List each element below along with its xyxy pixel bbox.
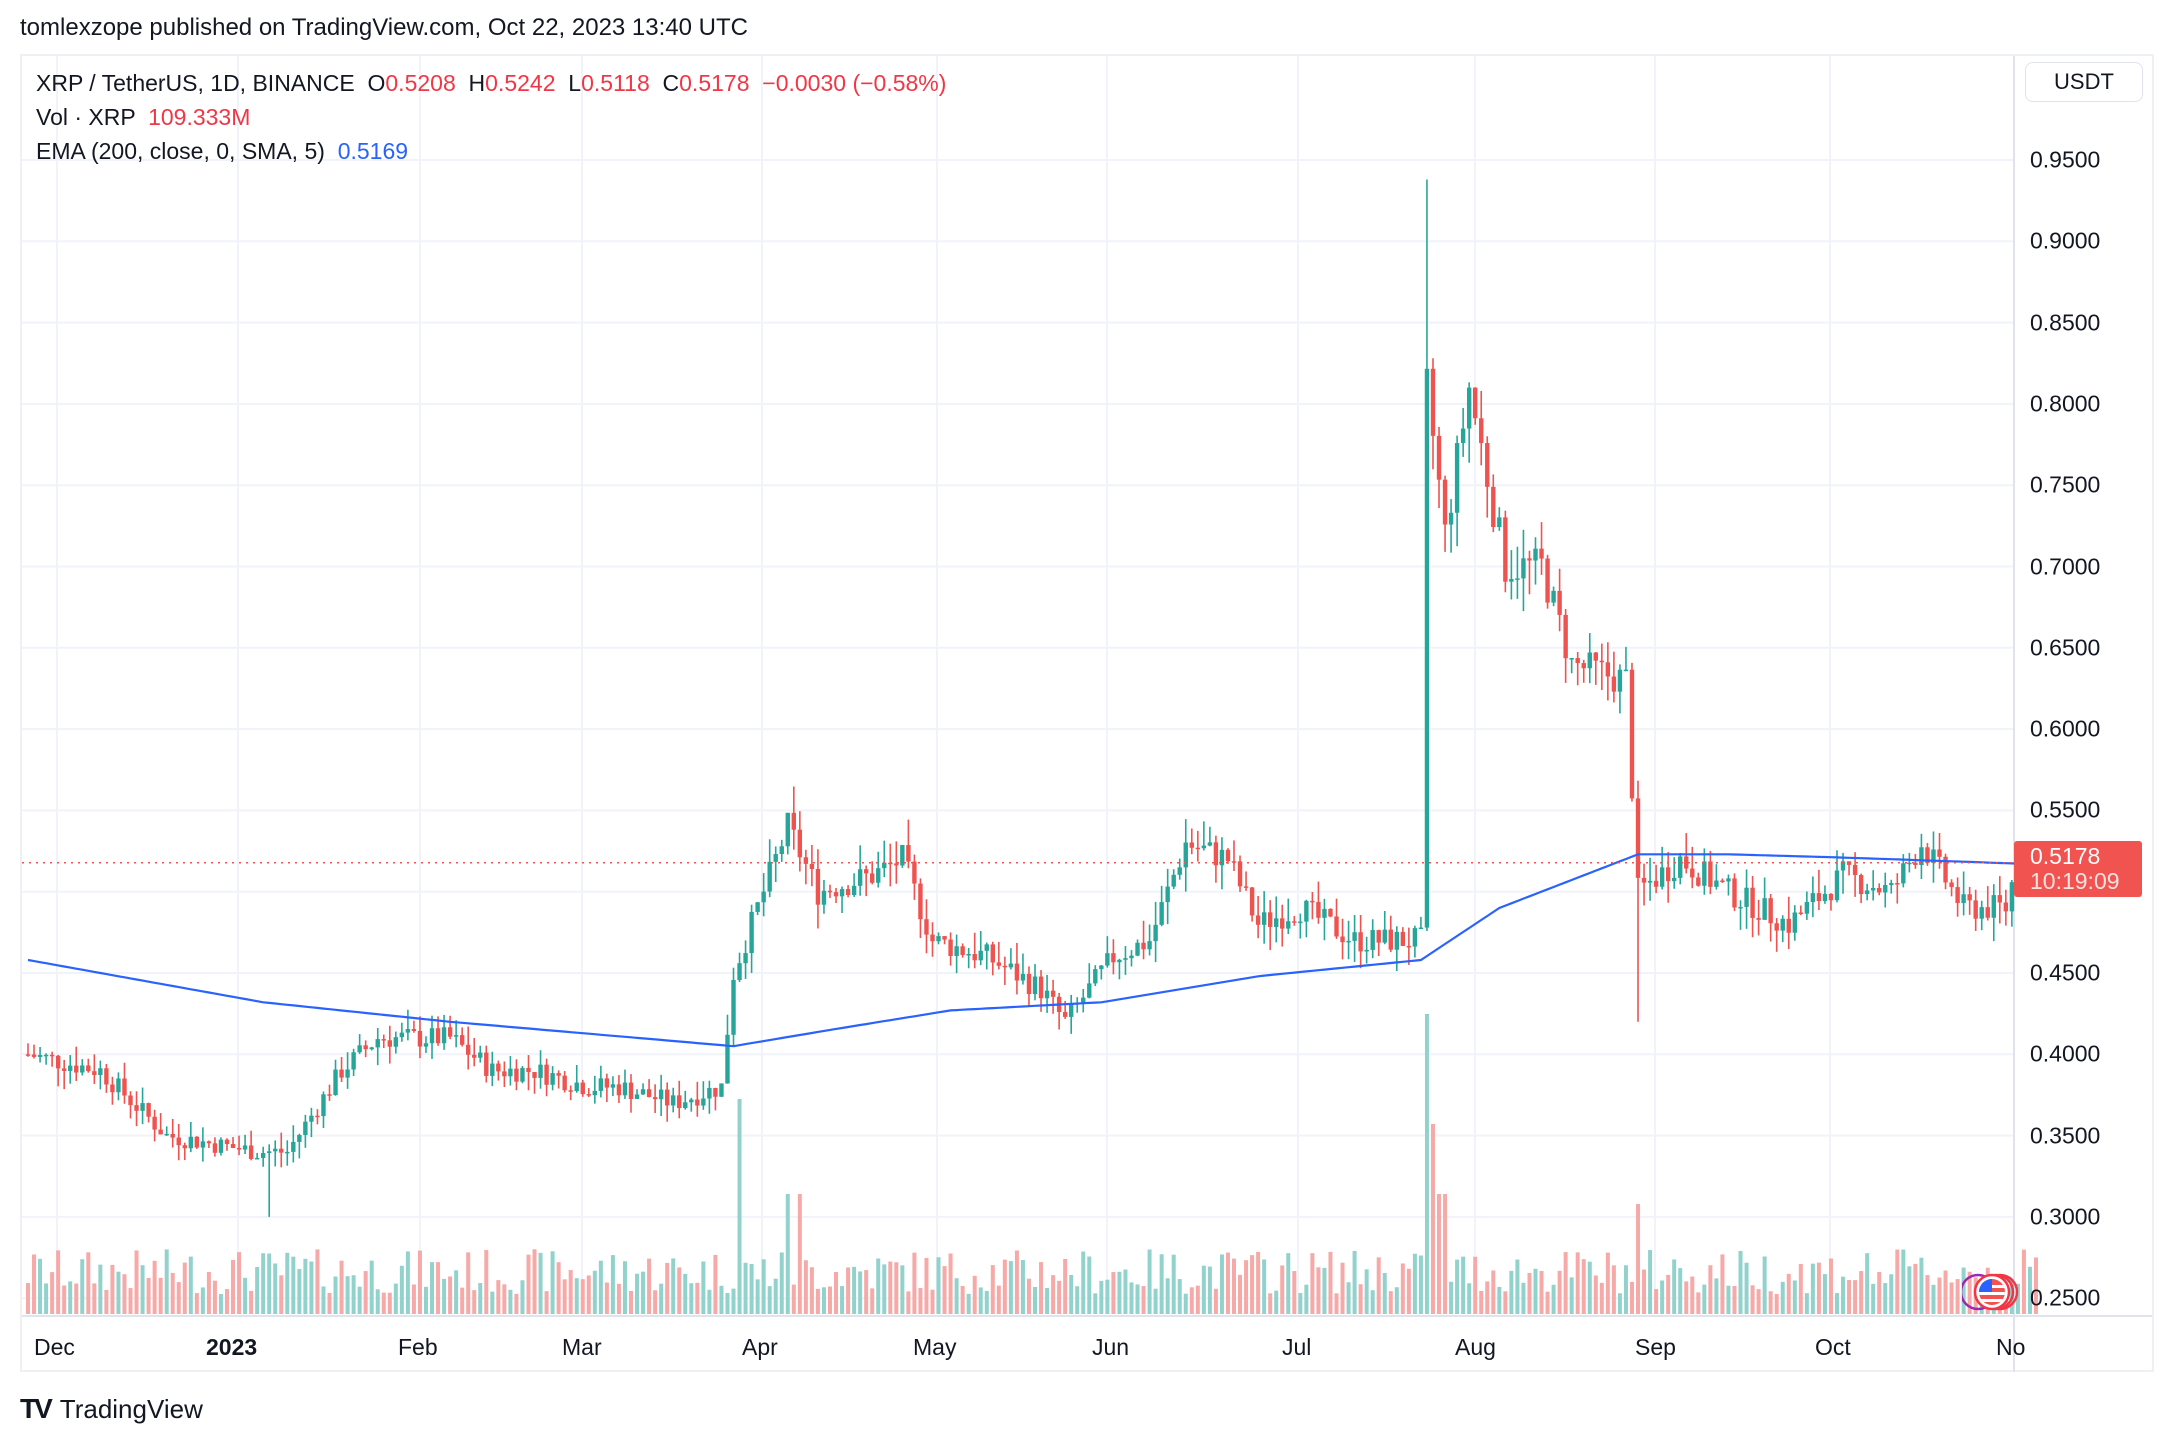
legend-ema-row: EMA (200, close, 0, SMA, 5) 0.5169 [36,138,408,165]
time-tick-label: Jun [1092,1334,1130,1360]
published-caption: tomlexzope published on TradingView.com,… [20,14,748,41]
symbol-label[interactable]: XRP / TetherUS, 1D, BINANCE [36,70,355,96]
footer-branding[interactable]: TV TradingView [20,1393,203,1425]
tradingview-logo-icon: TV [20,1393,53,1424]
low-value: 0.5118 [581,70,650,96]
time-tick-label: Mar [562,1334,602,1360]
last-price-tag: 0.5178 10:19:09 [2014,841,2142,897]
time-tick-label: May [913,1334,957,1360]
brand-name: TradingView [59,1393,203,1424]
price-tick-label: 0.2500 [2030,1284,2101,1311]
legend-ohlc-row: XRP / TetherUS, 1D, BINANCE O0.5208 H0.5… [36,70,946,97]
chart-frame [20,54,2154,1372]
time-tick-label: Apr [742,1334,778,1360]
close-label: C [662,70,680,96]
open-value: 0.5208 [385,70,456,96]
legend-volume-row: Vol · XRP 109.333M [36,104,250,131]
time-tick-label: Jul [1282,1334,1312,1360]
currency-button[interactable]: USDT [2025,62,2143,102]
change-value: −0.0030 (−0.58%) [762,70,947,96]
price-tick-label: 0.5500 [2030,796,2101,823]
time-tick-label: No [1996,1334,2026,1360]
last-price: 0.5178 [2030,843,2101,869]
high-value: 0.5242 [485,70,556,96]
time-tick-label: Dec [34,1334,75,1360]
price-tick-label: 0.8000 [2030,390,2101,417]
price-tick-label: 0.6000 [2030,715,2101,742]
open-label: O [367,70,386,96]
close-value: 0.5178 [679,70,750,96]
time-tick-label: 2023 [206,1334,258,1360]
ema-label[interactable]: EMA (200, close, 0, SMA, 5) [36,138,325,164]
volume-label[interactable]: Vol · XRP [36,104,136,130]
price-tick-label: 0.6500 [2030,634,2101,661]
us-flag-events-icon[interactable] [1962,1268,2022,1318]
low-label: L [568,70,582,96]
high-label: H [468,70,486,96]
volume-value: 109.333M [148,104,251,130]
price-tick-label: 0.4000 [2030,1040,2101,1067]
price-tick-label: 0.8500 [2030,309,2101,336]
ema-value: 0.5169 [337,138,409,164]
time-tick-label: Feb [398,1334,438,1360]
time-tick-label: Oct [1815,1334,1851,1360]
price-tick-label: 0.3000 [2030,1203,2101,1230]
price-tick-label: 0.7500 [2030,471,2101,498]
price-tick-label: 0.9000 [2030,227,2101,254]
time-tick-label: Aug [1455,1334,1496,1360]
time-tick-label: Sep [1635,1334,1676,1360]
price-tick-label: 0.7000 [2030,553,2101,579]
bar-countdown: 10:19:09 [2030,868,2120,894]
price-tick-label: 0.9500 [2030,146,2101,173]
price-tick-label: 0.4500 [2030,959,2101,986]
price-tick-label: 0.3500 [2030,1122,2101,1149]
